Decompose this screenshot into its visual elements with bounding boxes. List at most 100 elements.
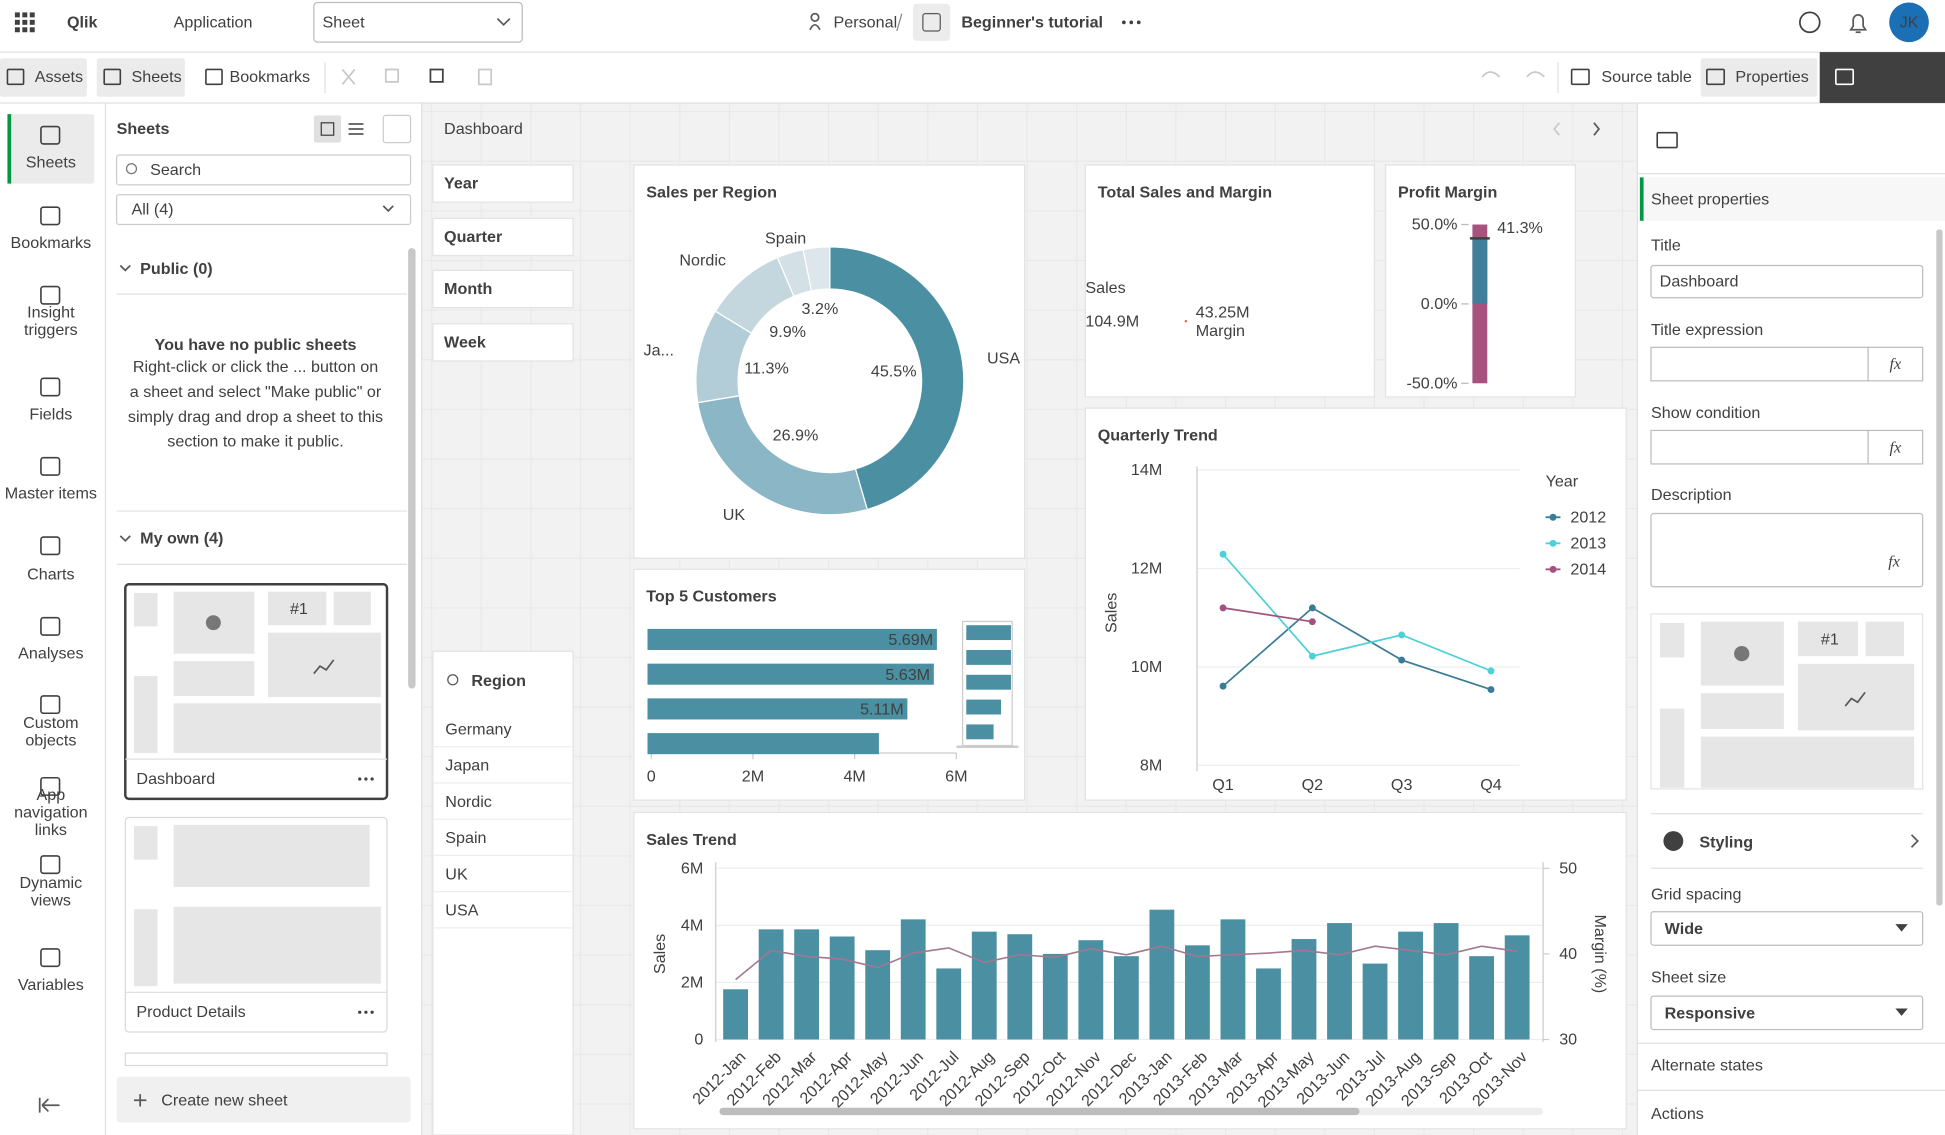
bar[interactable]: [1469, 956, 1494, 1039]
nav-label[interactable]: Variables: [18, 976, 84, 994]
bar[interactable]: [1221, 919, 1246, 1039]
data-point[interactable]: [1220, 683, 1227, 690]
more-dot[interactable]: [1122, 20, 1126, 24]
nav-label[interactable]: navigation: [14, 803, 87, 821]
data-point[interactable]: [1488, 667, 1495, 674]
data-point[interactable]: [1309, 618, 1316, 625]
sheet-card-title[interactable]: Product Details: [136, 1003, 245, 1021]
filter-label[interactable]: Year: [444, 175, 479, 193]
text-input[interactable]: [1651, 430, 1868, 463]
expand-button[interactable]: [383, 115, 410, 142]
bar[interactable]: [648, 733, 879, 754]
nav-label[interactable]: Bookmarks: [11, 234, 92, 252]
section-heading[interactable]: Styling: [1699, 833, 1753, 851]
bar[interactable]: [830, 936, 855, 1039]
legend-label[interactable]: 2012: [1570, 508, 1606, 526]
nav-label[interactable]: Charts: [27, 565, 74, 583]
create-sheet-label[interactable]: Create new sheet: [161, 1091, 288, 1109]
bar[interactable]: [1256, 968, 1281, 1039]
data-point[interactable]: [1398, 631, 1405, 638]
sheet-card-title[interactable]: Dashboard: [136, 770, 215, 788]
section-header[interactable]: My own (4): [140, 529, 223, 547]
bar[interactable]: [1363, 964, 1388, 1040]
data-point[interactable]: [1309, 653, 1316, 660]
expression-icon[interactable]: fx: [1888, 553, 1900, 570]
input-value[interactable]: Dashboard: [1660, 273, 1739, 291]
data-point[interactable]: [1220, 604, 1227, 611]
filter-label[interactable]: Quarter: [444, 228, 503, 246]
listbox-item[interactable]: Spain: [445, 829, 486, 847]
section-heading[interactable]: Actions: [1651, 1105, 1704, 1123]
more-dot[interactable]: [1137, 20, 1141, 24]
nav-label[interactable]: Fields: [29, 405, 72, 423]
chart-card[interactable]: [1085, 408, 1626, 800]
more-dot[interactable]: [358, 1011, 361, 1014]
nav-label[interactable]: triggers: [24, 321, 78, 339]
toolbar-label[interactable]: Sheets: [131, 68, 181, 86]
bar[interactable]: [1078, 940, 1103, 1039]
nav-label[interactable]: objects: [25, 732, 76, 750]
legend-label[interactable]: 2013: [1570, 534, 1606, 552]
bar[interactable]: [1043, 954, 1068, 1040]
bar[interactable]: [901, 919, 926, 1039]
search-placeholder[interactable]: Search: [150, 161, 201, 179]
textarea[interactable]: [1651, 514, 1923, 587]
data-point[interactable]: [1309, 604, 1316, 611]
bar[interactable]: [1185, 945, 1210, 1039]
data-point[interactable]: [1488, 686, 1495, 693]
more-dot[interactable]: [371, 1011, 374, 1014]
toolbar-label[interactable]: Source table: [1601, 68, 1691, 86]
sheet-select-label[interactable]: Sheet: [323, 13, 366, 31]
bar[interactable]: [759, 929, 784, 1039]
scroll-thumb[interactable]: [719, 1108, 1359, 1115]
expression-icon[interactable]: fx: [1890, 356, 1902, 373]
bar[interactable]: [1327, 923, 1352, 1039]
bar[interactable]: [972, 932, 997, 1040]
more-dot[interactable]: [371, 777, 374, 780]
bar[interactable]: [1114, 956, 1139, 1039]
more-dot[interactable]: [1129, 20, 1133, 24]
expression-icon[interactable]: fx: [1890, 439, 1902, 456]
nav-label[interactable]: App: [37, 786, 66, 804]
bar[interactable]: [1398, 932, 1423, 1040]
filter-label[interactable]: Month: [444, 280, 492, 298]
section-heading[interactable]: Alternate states: [1651, 1057, 1763, 1075]
filter-label[interactable]: Week: [444, 333, 486, 351]
more-dot[interactable]: [364, 777, 367, 780]
filter-value[interactable]: All (4): [131, 201, 173, 219]
more-dot[interactable]: [364, 1011, 367, 1014]
app-menu[interactable]: Application: [174, 13, 253, 31]
nav-label[interactable]: Custom: [23, 714, 79, 732]
listbox-item[interactable]: UK: [445, 865, 468, 883]
toolbar-label[interactable]: Assets: [35, 68, 83, 86]
bar[interactable]: [1007, 934, 1032, 1039]
data-point[interactable]: [1398, 657, 1405, 664]
section-heading[interactable]: Sheet properties: [1651, 191, 1769, 209]
text-input[interactable]: [1651, 347, 1868, 380]
bar[interactable]: [1434, 923, 1459, 1039]
listbox-item[interactable]: USA: [445, 901, 478, 919]
space-link[interactable]: Personal: [834, 13, 898, 31]
bar[interactable]: [723, 989, 748, 1039]
more-dot[interactable]: [358, 777, 361, 780]
nav-label[interactable]: links: [35, 821, 67, 839]
bar[interactable]: [1292, 939, 1317, 1039]
toolbar-label[interactable]: Properties: [1735, 68, 1808, 86]
bar[interactable]: [936, 968, 961, 1039]
select-value[interactable]: Responsive: [1665, 1004, 1755, 1022]
select-value[interactable]: Wide: [1665, 920, 1703, 938]
legend-label[interactable]: 2014: [1570, 560, 1606, 578]
data-point[interactable]: [1220, 551, 1227, 558]
nav-label[interactable]: Dynamic: [20, 874, 83, 892]
grid-view-toggle[interactable]: [314, 115, 341, 142]
nav-label[interactable]: Master items: [5, 485, 97, 503]
nav-label[interactable]: views: [31, 892, 71, 910]
listbox-item[interactable]: Japan: [445, 757, 489, 775]
listbox-item[interactable]: Germany: [445, 720, 512, 738]
toolbar-label[interactable]: Edit sheet: [1864, 68, 1942, 86]
listbox-item[interactable]: Nordic: [445, 793, 492, 811]
bar[interactable]: [794, 929, 819, 1039]
nav-label[interactable]: Sheets: [26, 153, 76, 171]
nav-label[interactable]: Insight: [27, 304, 75, 322]
section-header[interactable]: Public (0): [140, 260, 213, 278]
